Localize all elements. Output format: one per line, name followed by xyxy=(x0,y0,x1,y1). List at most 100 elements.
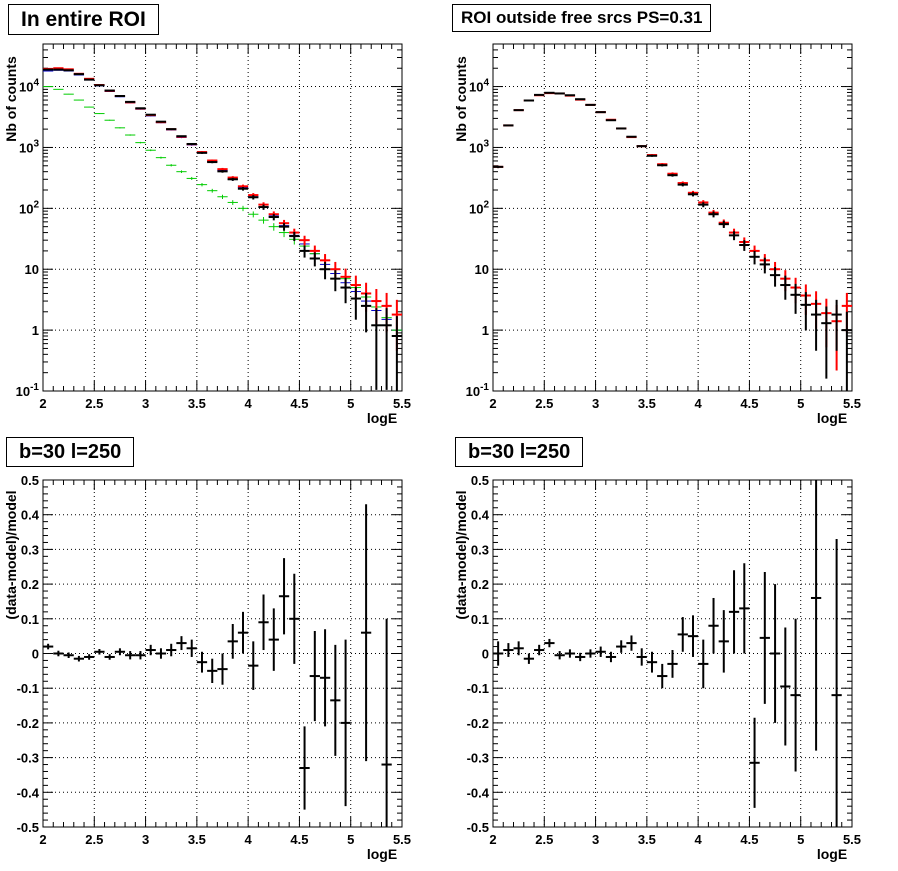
x-tick-label: 2.5 xyxy=(535,832,553,847)
y-tick-label-exponent: 3 xyxy=(33,138,39,149)
y-tick-label: -0.1 xyxy=(467,681,489,696)
y-tick-label-exponent: 2 xyxy=(483,199,489,210)
y-tick-label: -0.5 xyxy=(17,820,39,835)
y-tick-label: 10 xyxy=(25,262,39,277)
series-total-model xyxy=(43,67,402,351)
plot-frame xyxy=(492,43,853,392)
y-axis-label: Nb of counts xyxy=(453,56,469,142)
y-tick-label-base: 10 xyxy=(19,201,33,216)
y-tick-label: 0.3 xyxy=(471,542,489,557)
y-tick-label: -0.3 xyxy=(17,751,39,766)
y-tick-label: 102 xyxy=(19,199,39,216)
series-blue-component xyxy=(43,69,402,391)
y-tick-label: 0.4 xyxy=(21,508,40,523)
x-tick-label: 4 xyxy=(245,396,253,411)
x-tick-label: 3.5 xyxy=(188,396,206,411)
x-tick-label: 3.5 xyxy=(638,396,656,411)
x-tick-label: 5.5 xyxy=(843,832,861,847)
x-tick-label: 4 xyxy=(695,832,703,847)
x-tick-label: 2 xyxy=(489,396,496,411)
y-tick-label: 10-1 xyxy=(466,382,490,399)
y-tick-label: -0.4 xyxy=(17,785,40,800)
x-tick-label: 2.5 xyxy=(85,832,103,847)
x-tick-label: 5 xyxy=(797,832,804,847)
y-tick-label: -0.2 xyxy=(17,716,39,731)
y-tick-label-exponent: 4 xyxy=(483,78,489,89)
x-tick-label: 3.5 xyxy=(188,832,206,847)
y-tick-label: 103 xyxy=(19,138,39,155)
plot-frame xyxy=(42,43,403,392)
y-tick-label: 0 xyxy=(32,647,39,662)
y-tick-label-exponent: 3 xyxy=(483,138,489,149)
x-tick-label: 5 xyxy=(797,396,804,411)
y-tick-label: 1 xyxy=(32,323,39,338)
y-tick-label: 10-1 xyxy=(16,382,40,399)
y-tick-label-exponent: 2 xyxy=(33,199,39,210)
y-tick-label: -0.3 xyxy=(467,751,489,766)
y-tick-label-base: 10 xyxy=(16,384,30,399)
y-tick-label: 0.3 xyxy=(21,542,39,557)
y-tick-label-exponent: -1 xyxy=(480,382,489,393)
series-data xyxy=(493,91,852,391)
x-tick-label: 5.5 xyxy=(843,396,861,411)
y-tick-label: 104 xyxy=(19,78,39,95)
y-axis-label: (data-model)/model xyxy=(453,490,469,619)
x-tick-label: 3 xyxy=(592,396,599,411)
grid xyxy=(43,44,402,391)
x-tick-label: 3.5 xyxy=(638,832,656,847)
y-tick-label: -0.4 xyxy=(467,785,490,800)
y-tick-label: 10 xyxy=(475,262,489,277)
y-tick-label-base: 10 xyxy=(19,140,33,155)
x-tick-label: 2 xyxy=(489,832,496,847)
x-tick-label: 4.5 xyxy=(740,396,758,411)
y-tick-label-exponent: 4 xyxy=(33,78,39,89)
x-tick-label: 2.5 xyxy=(85,396,103,411)
x-tick-label: 5 xyxy=(347,396,354,411)
y-tick-label: 0.1 xyxy=(21,612,39,627)
y-tick-label: 0.2 xyxy=(471,577,489,592)
x-tick-label: 2 xyxy=(39,396,46,411)
x-axis-label: logE xyxy=(817,846,847,862)
x-axis-label: logE xyxy=(367,410,397,426)
series-green-component xyxy=(43,86,402,391)
y-tick-label: 0.5 xyxy=(21,473,39,488)
series-total-model xyxy=(493,92,852,371)
x-tick-label: 5.5 xyxy=(393,396,411,411)
x-tick-label: 4.5 xyxy=(740,832,758,847)
y-axis-label: Nb of counts xyxy=(3,56,19,142)
y-tick-label: 103 xyxy=(469,138,489,155)
series-residual xyxy=(43,504,392,827)
y-tick-label: 0.4 xyxy=(471,508,490,523)
panel-title-bottom-left: b=30 l=250 xyxy=(6,437,135,467)
x-tick-label: 4 xyxy=(695,396,703,411)
x-tick-label: 3 xyxy=(142,396,149,411)
y-tick-label: 102 xyxy=(469,199,489,216)
grid xyxy=(493,44,852,391)
y-tick-label: -0.2 xyxy=(467,716,489,731)
x-tick-label: 3 xyxy=(592,832,599,847)
y-tick-label-base: 10 xyxy=(469,140,483,155)
x-tick-label: 3 xyxy=(142,832,149,847)
x-tick-label: 2.5 xyxy=(535,396,553,411)
y-tick-label: -0.5 xyxy=(467,820,489,835)
y-tick-label-base: 10 xyxy=(469,80,483,95)
series-residual xyxy=(493,480,842,827)
x-tick-label: 5.5 xyxy=(393,832,411,847)
panel-title-top-right: ROI outside free srcs PS=0.31 xyxy=(452,4,712,32)
panel-title-bottom-right: b=30 l=250 xyxy=(455,437,584,467)
y-tick-label-exponent: -1 xyxy=(30,382,39,393)
x-axis-label: logE xyxy=(817,410,847,426)
y-tick-label: 0.2 xyxy=(21,577,39,592)
y-tick-label-base: 10 xyxy=(19,80,33,95)
x-tick-label: 4 xyxy=(245,832,253,847)
y-tick-label-base: 10 xyxy=(466,384,480,399)
y-axis-label: (data-model)/model xyxy=(3,490,19,619)
